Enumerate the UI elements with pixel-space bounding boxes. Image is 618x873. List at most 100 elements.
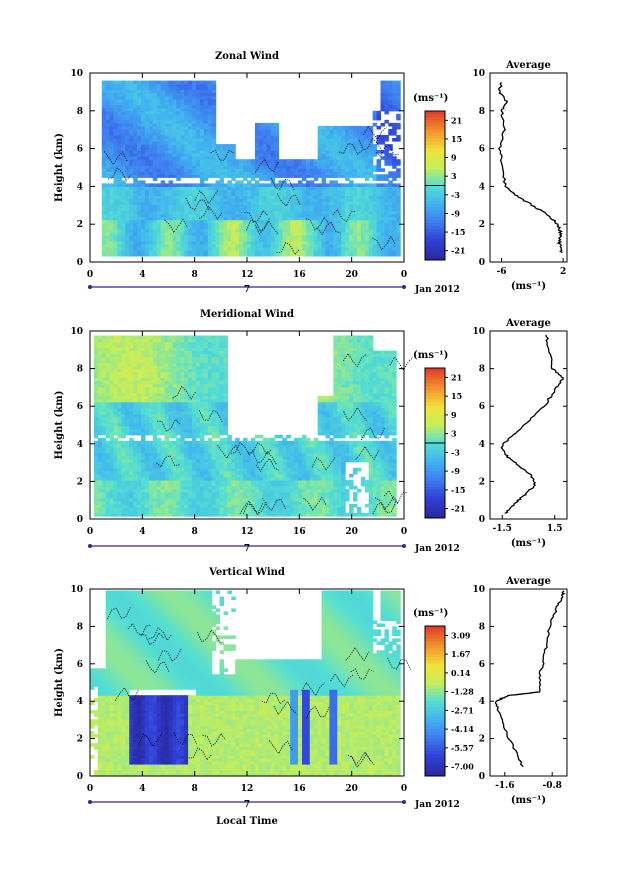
date-axis-start-2 — [88, 544, 92, 548]
colorbar-tick-2-4: -3 — [451, 447, 460, 457]
colorbar-tick-2-1: 15 — [451, 391, 462, 401]
colorbar-tick-3-1: 1.67 — [451, 649, 470, 659]
y-tick-label-1-2: 4 — [77, 182, 83, 192]
average-y-tick-1-5: 10 — [472, 69, 485, 79]
date-label-2: Jan 2012 — [414, 544, 460, 554]
colorbar-tick-2-2: 9 — [451, 410, 457, 420]
x-tick-label-1-0: 0 — [87, 270, 93, 280]
average-profile-line-2 — [500, 334, 564, 514]
x-tick-label-3-2: 8 — [192, 784, 198, 794]
colorbar-tick-1-2: 9 — [451, 153, 457, 163]
average-frame-3 — [489, 588, 568, 777]
x-tick-label-3-6: 0 — [401, 784, 407, 794]
date-axis-end-1 — [402, 285, 406, 289]
average-y-tick-3-1: 2 — [479, 735, 485, 745]
date-label-1: Jan 2012 — [414, 285, 460, 295]
average-y-tick-3-5: 10 — [472, 585, 485, 595]
x-tick-label-2-0: 0 — [87, 527, 93, 537]
x-tick-label-1-1: 4 — [139, 270, 145, 280]
date-axis-start-3 — [88, 800, 92, 804]
colorbar-tick-3-5: -4.14 — [451, 724, 474, 734]
x-tick-label-2-3: 12 — [241, 527, 254, 537]
x-tick-label-1-4: 16 — [293, 270, 306, 280]
average-profile-line-3 — [494, 590, 566, 768]
y-tick-label-1-5: 10 — [70, 69, 83, 79]
colorbar-tick-2-0: 21 — [451, 372, 462, 382]
colorbar-unit-2: (ms⁻¹) — [413, 350, 448, 361]
colorbar-tick-2-6: -15 — [451, 485, 465, 495]
y-tick-label-2-4: 8 — [77, 365, 83, 375]
colorbar-tick-1-4: -3 — [451, 190, 460, 200]
y-axis-label-3: Height (km) — [54, 648, 65, 717]
average-y-tick-1-4: 8 — [479, 107, 485, 117]
y-tick-label-1-0: 0 — [77, 258, 83, 268]
colorbar-tick-1-6: -15 — [451, 227, 465, 237]
chart-title-2: Meridional Wind — [200, 309, 294, 320]
x-tick-label-2-4: 16 — [293, 527, 306, 537]
colorbar-unit-1: (ms⁻¹) — [413, 93, 448, 104]
x-tick-label-2-5: 20 — [345, 527, 358, 537]
y-tick-label-1-3: 6 — [77, 145, 83, 155]
x-axis-label-3: Local Time — [216, 816, 278, 827]
x-tick-label-3-4: 16 — [293, 784, 306, 794]
y-tick-label-3-2: 4 — [77, 697, 83, 707]
average-title-3: Average — [505, 576, 551, 587]
average-y-tick-3-3: 6 — [479, 660, 485, 670]
colorbar-tick-2-7: -21 — [451, 504, 465, 514]
x-tick-label-1-5: 20 — [345, 270, 358, 280]
y-tick-label-3-3: 6 — [77, 660, 83, 670]
colorbar-tick-3-2: 0.14 — [451, 668, 471, 678]
colorbar-tick-1-0: 21 — [451, 115, 462, 125]
colorbar-tick-3-6: -5.57 — [451, 743, 474, 753]
average-x-tick-3-0: -1.6 — [495, 781, 514, 791]
colorbar-tick-2-5: -9 — [451, 466, 460, 476]
average-y-tick-1-2: 4 — [479, 182, 485, 192]
average-title-2: Average — [505, 318, 551, 329]
y-tick-label-3-0: 0 — [77, 772, 83, 782]
y-tick-label-1-4: 8 — [77, 107, 83, 117]
y-tick-label-1-1: 2 — [77, 220, 83, 230]
average-x-tick-3-1: -0.8 — [542, 781, 561, 791]
date-day-1: 7 — [244, 285, 250, 295]
colorbar-tick-2-3: 3 — [451, 429, 457, 439]
average-x-tick-1-1: 2 — [560, 267, 566, 277]
chart-title-3: Vertical Wind — [208, 567, 285, 578]
colorbar-tick-1-1: 15 — [451, 134, 462, 144]
average-y-tick-2-1: 2 — [479, 477, 485, 487]
average-frame-2 — [489, 330, 568, 520]
x-tick-label-1-3: 12 — [241, 270, 254, 280]
average-xlabel-1: (ms⁻¹) — [511, 281, 546, 292]
y-tick-label-2-0: 0 — [77, 515, 83, 525]
average-y-tick-2-3: 6 — [479, 402, 485, 412]
contour-lines-3 — [107, 607, 411, 768]
x-tick-label-2-1: 4 — [139, 527, 145, 537]
y-tick-label-3-5: 10 — [70, 585, 83, 595]
y-tick-label-2-5: 10 — [70, 327, 83, 337]
average-x-tick-2-0: -1.5 — [493, 524, 512, 534]
average-y-tick-2-5: 10 — [472, 327, 485, 337]
colorbar-frame-3 — [424, 625, 446, 777]
colorbar-tick-3-3: -1.28 — [451, 687, 474, 697]
y-axis-label-2: Height (km) — [54, 391, 65, 460]
contour-lines-2 — [156, 352, 414, 516]
colorbar-tick-1-3: 3 — [451, 171, 457, 181]
contour-lines-1 — [104, 125, 399, 256]
average-xlabel-3: (ms⁻¹) — [511, 795, 546, 806]
y-tick-label-2-1: 2 — [77, 477, 83, 487]
date-label-3: Jan 2012 — [414, 800, 460, 810]
average-title-1: Average — [505, 60, 551, 71]
x-tick-label-3-3: 12 — [241, 784, 254, 794]
y-tick-label-3-1: 2 — [77, 735, 83, 745]
date-axis-end-2 — [402, 544, 406, 548]
average-y-tick-1-1: 2 — [479, 220, 485, 230]
chart-title-1: Zonal Wind — [215, 51, 279, 62]
x-tick-label-3-1: 4 — [139, 784, 145, 794]
x-tick-label-3-5: 20 — [345, 784, 358, 794]
heatmap-cells-3 — [90, 590, 401, 777]
colorbar-tick-3-4: -2.71 — [451, 705, 474, 715]
y-tick-label-2-2: 4 — [77, 440, 83, 450]
average-y-tick-3-0: 0 — [479, 772, 485, 782]
